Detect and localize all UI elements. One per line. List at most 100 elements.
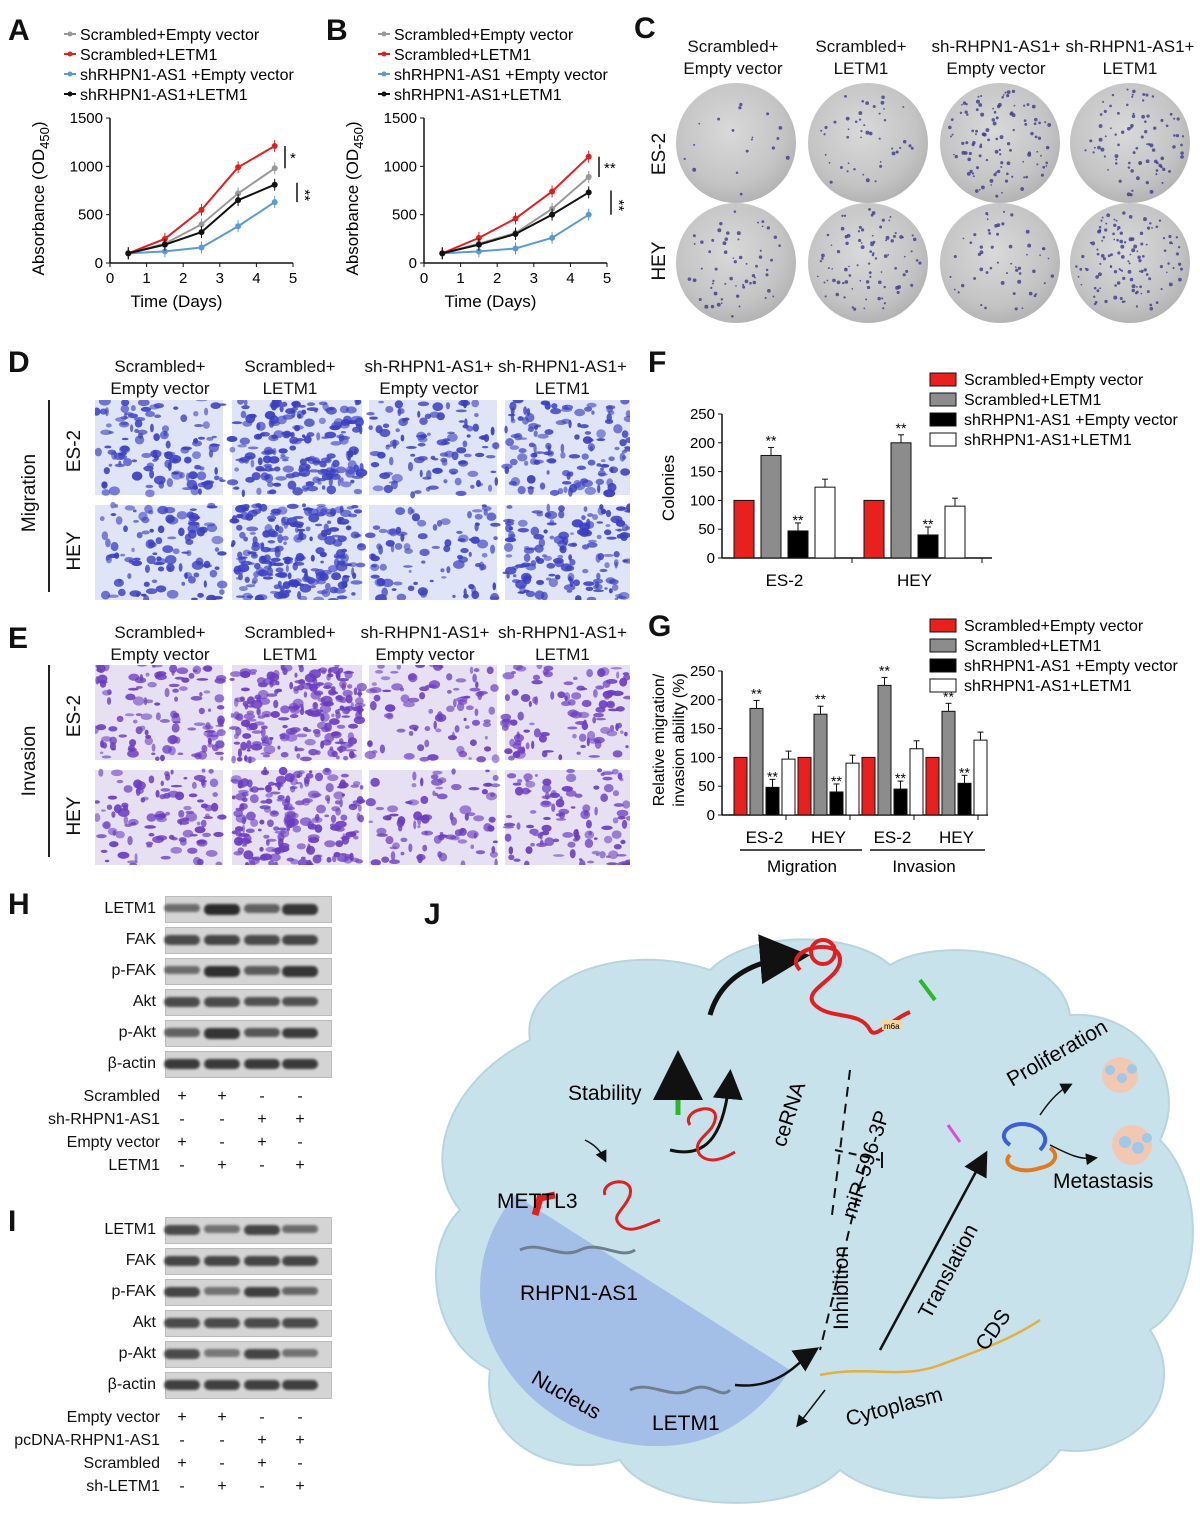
migration-cell	[581, 453, 589, 460]
invasion-cell	[446, 673, 453, 681]
migration-cell	[137, 429, 148, 435]
invasion-cell	[446, 705, 455, 713]
invasion-cell	[367, 740, 372, 746]
bar-g-1-3	[765, 786, 780, 816]
migration-cell	[303, 572, 309, 581]
e-header-1: Scrambled+ Empty vector	[110, 623, 210, 664]
mettl3-label: METTL3	[497, 1190, 578, 1213]
colony-dot	[1168, 169, 1171, 173]
invasion-cell	[135, 713, 143, 717]
migration-cell	[282, 581, 291, 589]
migration-cell	[237, 444, 247, 448]
colony-dot	[1163, 249, 1167, 252]
migration-cell	[132, 509, 137, 513]
invasion-cell	[524, 860, 530, 865]
colony-dot	[736, 231, 741, 236]
migration-cell	[543, 529, 548, 534]
migration-cell	[512, 400, 524, 404]
colony-dot	[1129, 277, 1134, 282]
migration-cell	[370, 574, 380, 579]
colony-dot	[698, 122, 701, 125]
migration-cell	[190, 486, 200, 496]
invasion-cell	[536, 842, 548, 848]
invasion-images	[95, 665, 630, 865]
colony-dot	[959, 111, 963, 115]
invasion-cell	[537, 832, 542, 839]
colony-dot	[761, 225, 764, 228]
colony-dot	[1136, 176, 1140, 181]
legend-label-b-2: Scrambled+LETM1	[394, 47, 531, 64]
migration-cell	[547, 450, 555, 457]
migration-cell	[414, 490, 422, 494]
invasion-cell	[379, 744, 386, 754]
migration-cell	[462, 424, 469, 429]
invasion-cell	[296, 753, 301, 759]
migration-cell	[192, 484, 199, 490]
invasion-cell	[625, 815, 630, 821]
migration-cell	[186, 511, 195, 519]
migration-cell	[239, 586, 248, 592]
invasion-cell	[578, 733, 587, 742]
migration-cell	[614, 561, 618, 569]
migration-cell	[400, 434, 405, 442]
migration-cell	[602, 553, 615, 557]
migration-cell	[596, 521, 604, 524]
rhpn-label: RHPN1-AS1	[520, 1282, 638, 1305]
colony-dot	[971, 129, 975, 133]
c-row-label-hey: HEY	[649, 241, 670, 281]
migration-cell	[154, 414, 162, 419]
invasion-cell	[307, 790, 320, 799]
colony-dot	[1047, 123, 1052, 127]
migration-cell	[432, 457, 439, 461]
colony-dot	[766, 226, 771, 230]
migration-cell	[527, 485, 534, 495]
migration-cell	[195, 400, 208, 402]
invasion-cell	[265, 798, 273, 804]
invasion-cell	[314, 731, 321, 738]
migration-cell	[546, 470, 550, 475]
invasion-cell	[541, 750, 548, 758]
bar-g-4-1	[925, 756, 940, 816]
migration-cell	[340, 481, 352, 488]
migration-cell	[356, 543, 367, 551]
colony-dot	[1180, 151, 1184, 155]
migration-cell	[305, 526, 311, 532]
colony-dot	[1145, 273, 1149, 276]
colony-dot	[1140, 269, 1144, 274]
migration-cell	[411, 513, 421, 522]
migration-cell	[120, 553, 126, 557]
migration-cell	[383, 484, 393, 494]
migration-cell	[226, 435, 238, 443]
invasion-cell	[606, 862, 618, 865]
colony-dot	[1005, 272, 1009, 275]
invasion-cell	[185, 812, 198, 822]
blot-h-sign-3-4: -	[297, 1134, 303, 1151]
invasion-cell	[256, 707, 261, 716]
colony-dot	[735, 285, 737, 287]
invasion-cell	[452, 687, 460, 691]
d-header-2: Scrambled+ LETM1	[244, 357, 336, 398]
y-tick-label-f: 50	[698, 521, 715, 538]
x-tick-label-g-4: HEY	[939, 828, 974, 847]
colony-dot	[839, 165, 843, 169]
invasion-cell	[409, 724, 419, 730]
migration-cell	[246, 526, 259, 532]
invasion-cell	[205, 722, 211, 730]
colony-dot	[1036, 150, 1039, 153]
invasion-cell	[617, 815, 626, 820]
migration-cell	[245, 414, 256, 424]
invasion-cell	[512, 751, 521, 759]
migration-cell	[190, 597, 198, 600]
migration-cell	[342, 575, 351, 578]
invasion-cell	[246, 723, 254, 731]
invasion-cell	[588, 830, 593, 836]
invasion-cell	[508, 755, 515, 761]
invasion-cell	[285, 795, 291, 804]
migration-cell	[121, 437, 129, 441]
colony-dot	[1025, 229, 1030, 234]
colony-dot	[828, 161, 831, 164]
migration-cell	[333, 558, 340, 567]
migration-cell	[294, 425, 301, 432]
migration-cell	[183, 571, 193, 579]
colony-dot	[869, 275, 872, 278]
